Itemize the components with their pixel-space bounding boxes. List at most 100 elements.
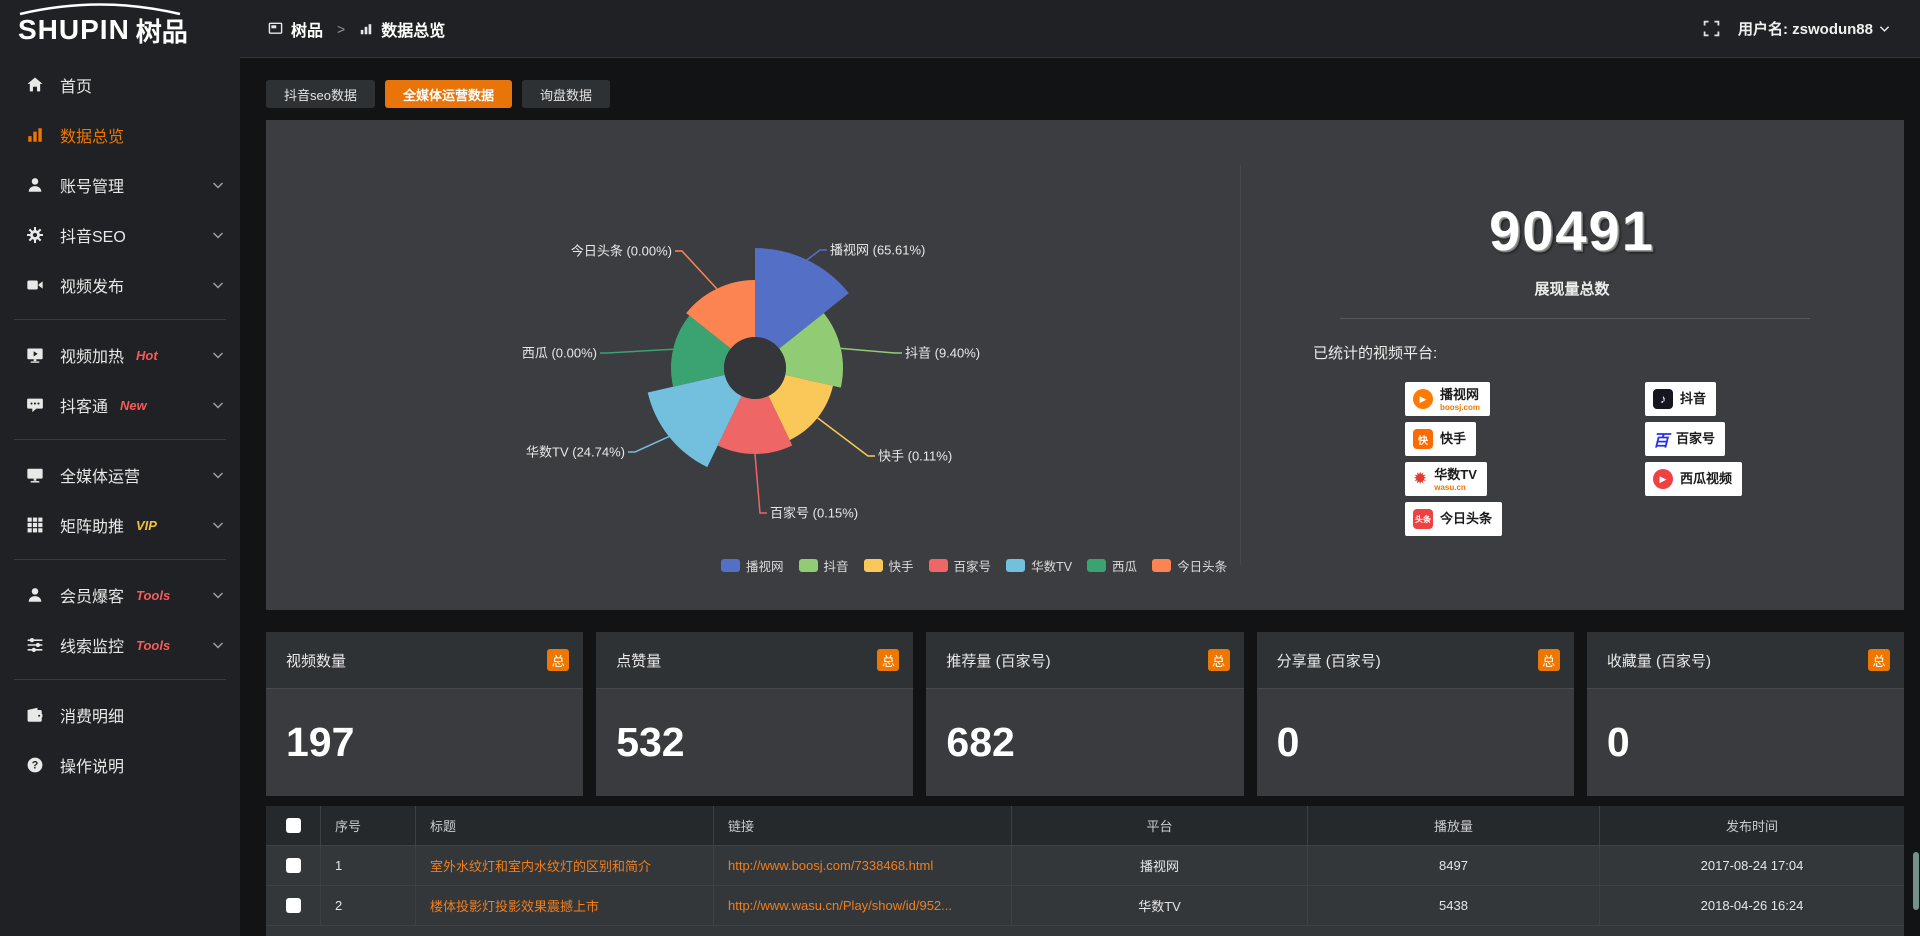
stat-card-title: 视频数量 bbox=[286, 652, 347, 670]
stat-card-value: 532 bbox=[616, 719, 685, 765]
tab-抖音seo数据[interactable]: 抖音seo数据 bbox=[266, 80, 375, 108]
chevron-down-icon bbox=[212, 401, 224, 410]
total-badge[interactable]: 总 bbox=[1207, 649, 1230, 671]
sidebar-item[interactable]: ? 操作说明 bbox=[0, 740, 240, 790]
select-all-checkbox[interactable] bbox=[285, 818, 301, 833]
row-checkbox[interactable] bbox=[285, 898, 301, 913]
chevron-down-icon bbox=[212, 471, 224, 480]
column-header: 发布时间 bbox=[1600, 806, 1904, 846]
pie-slice-百家号[interactable] bbox=[717, 395, 793, 454]
table-header-row: 序号 标题 链接 平台 播放量 发布时间 bbox=[266, 806, 1904, 846]
breadcrumb-page[interactable]: 数据总览 bbox=[381, 22, 446, 40]
stat-card: 收藏量 (百家号) 总 0 bbox=[1586, 632, 1905, 796]
cell-title[interactable]: 楼体投影灯投影效果震撼上市 bbox=[416, 886, 714, 926]
platform-name: 百家号 bbox=[1676, 431, 1716, 446]
row-checkbox[interactable] bbox=[285, 858, 301, 873]
user-icon bbox=[26, 176, 46, 194]
cell-title[interactable]: 室外水纹灯和室内水纹灯的区别和简介 bbox=[416, 846, 714, 886]
table-row: 2 楼体投影灯投影效果震撼上市 http://www.wasu.cn/Play/sh… bbox=[266, 886, 1904, 926]
sidebar-item[interactable]: 视频发布 bbox=[0, 260, 240, 310]
legend-item-百家号[interactable]: 百家号 bbox=[928, 556, 992, 575]
user-menu[interactable]: 用户名: zswodun88 bbox=[1738, 18, 1890, 39]
pie-label: 今日头条 (0.00%) bbox=[571, 244, 672, 259]
platform-sub: boosj.com bbox=[1440, 402, 1481, 412]
pie-slice-华数TV[interactable] bbox=[647, 374, 742, 468]
platform-badge-今日头条[interactable]: 头条 今日头条 bbox=[1405, 502, 1503, 536]
sidebar: SHUPIN 树品 首页 数据总览 账号管理 抖音SEO 视频发布视频加热 Hot 抖客通 N… bbox=[0, 0, 240, 936]
total-badge[interactable]: 总 bbox=[1537, 649, 1560, 671]
sidebar-item[interactable]: 矩阵助推 VIP bbox=[0, 500, 240, 550]
cell-plays: 5438 bbox=[1308, 886, 1600, 926]
data-tabs: 抖音seo数据 全媒体运营数据 询盘数据 bbox=[266, 80, 1904, 108]
pie-slice-快手[interactable] bbox=[768, 374, 833, 441]
platform-badge-播视网[interactable]: ▶ 播视网 boosj.com bbox=[1405, 382, 1491, 416]
pie-center-hole bbox=[724, 337, 786, 399]
pie-label: 快手 (0.11%) bbox=[878, 449, 952, 464]
sidebar-item[interactable]: 会员爆客 Tools bbox=[0, 570, 240, 620]
sidebar-item[interactable]: 数据总览 bbox=[0, 110, 240, 160]
total-badge[interactable]: 总 bbox=[877, 649, 900, 671]
legend-label: 抖音 bbox=[823, 560, 849, 574]
platform-badge-华数TV[interactable]: ✹ 华数TV wasu.cn bbox=[1405, 462, 1487, 496]
platform-badge-text: 华数TV wasu.cn bbox=[1434, 466, 1477, 493]
platform-badge-抖音[interactable]: ♪ 抖音 bbox=[1645, 382, 1717, 416]
cell-link[interactable]: http://www.wasu.cn/Play/show/id/952... bbox=[714, 886, 1012, 926]
platform-badge-百家号[interactable]: 百百家号 bbox=[1645, 422, 1726, 456]
grid-icon bbox=[26, 516, 46, 534]
sidebar-item-badge: Tools bbox=[136, 637, 171, 653]
sidebar-item-label: 会员爆客 bbox=[60, 589, 125, 606]
legend-item-今日头条[interactable]: 今日头条 bbox=[1152, 556, 1227, 575]
legend-item-西瓜[interactable]: 西瓜 bbox=[1087, 556, 1137, 575]
sidebar-item[interactable]: 账号管理 bbox=[0, 160, 240, 210]
tab-全媒体运营数据[interactable]: 全媒体运营数据 bbox=[384, 80, 512, 108]
legend-item-快手[interactable]: 快手 bbox=[863, 556, 914, 575]
sidebar-item[interactable]: 首页 bbox=[0, 60, 240, 110]
platform-badge-西瓜视频[interactable]: ▶ 西瓜视频 bbox=[1645, 462, 1743, 496]
sidebar-item[interactable]: 全媒体运营 bbox=[0, 450, 240, 500]
app-logo[interactable]: SHUPIN 树品 bbox=[0, 0, 240, 60]
legend-item-播视网[interactable]: 播视网 bbox=[721, 556, 784, 575]
total-badge[interactable]: 总 bbox=[1868, 649, 1891, 671]
cell-link[interactable]: http://www.boosj.com/7338468.html bbox=[714, 846, 1012, 886]
platform-name: 今日头条 bbox=[1440, 511, 1493, 526]
tab-询盘数据[interactable]: 询盘数据 bbox=[521, 80, 610, 108]
sidebar-divider bbox=[14, 319, 226, 320]
stat-card-title: 收藏量 (百家号) bbox=[1606, 652, 1711, 670]
breadcrumb-app[interactable]: 树品 bbox=[291, 22, 324, 40]
platforms-heading: 已统计的视频平台: bbox=[1313, 345, 1438, 362]
cell-plays: 8497 bbox=[1308, 846, 1600, 886]
sidebar-item[interactable]: 抖客通 New bbox=[0, 380, 240, 430]
pie-slice-今日头条[interactable] bbox=[686, 280, 755, 349]
stat-card-value: 197 bbox=[286, 719, 355, 765]
panel-divider bbox=[1240, 165, 1241, 565]
sidebar-item[interactable]: 线索监控 Tools bbox=[0, 620, 240, 670]
fullscreen-icon[interactable] bbox=[1703, 20, 1720, 37]
legend-item-抖音[interactable]: 抖音 bbox=[798, 556, 849, 575]
stat-card: 点赞量 总 532 bbox=[596, 632, 914, 796]
total-badge[interactable]: 总 bbox=[547, 649, 570, 671]
legend-label: 百家号 bbox=[953, 560, 992, 574]
sidebar-item-label: 视频加热 bbox=[60, 349, 125, 366]
platform-badge-快手[interactable]: 快快手 bbox=[1405, 422, 1477, 456]
pie-label-line bbox=[840, 347, 902, 354]
legend-swatch bbox=[1152, 559, 1172, 572]
legend-item-华数TV[interactable]: 华数TV bbox=[1006, 556, 1072, 575]
sidebar-item[interactable]: 抖音SEO bbox=[0, 210, 240, 260]
sidebar-item[interactable]: 视频加热 Hot bbox=[0, 330, 240, 380]
help-icon: ? bbox=[26, 756, 46, 774]
sidebar-item-label: 视频发布 bbox=[60, 279, 125, 296]
bar-chart-icon bbox=[26, 126, 46, 144]
sidebar-item[interactable]: 消费明细 bbox=[0, 690, 240, 740]
pie-slice-播视网[interactable] bbox=[755, 248, 849, 349]
pie-slice-西瓜[interactable] bbox=[671, 315, 731, 387]
stat-card-header: 视频数量 总 bbox=[266, 632, 584, 689]
pie-slice-抖音[interactable] bbox=[779, 313, 843, 388]
overview-panel: 播视网 (65.61%) 抖音 (9.40%) 快手 (0.11%) 百家号 (0.1… bbox=[266, 120, 1904, 610]
platform-sub: wasu.cn bbox=[1434, 482, 1466, 492]
legend-label: 快手 bbox=[888, 560, 914, 574]
legend-swatch bbox=[1006, 559, 1026, 572]
chevron-down-icon bbox=[212, 641, 224, 650]
chevron-down-icon bbox=[212, 231, 224, 240]
column-header: 序号 bbox=[321, 806, 416, 846]
scrollbar-thumb[interactable] bbox=[1913, 852, 1919, 910]
